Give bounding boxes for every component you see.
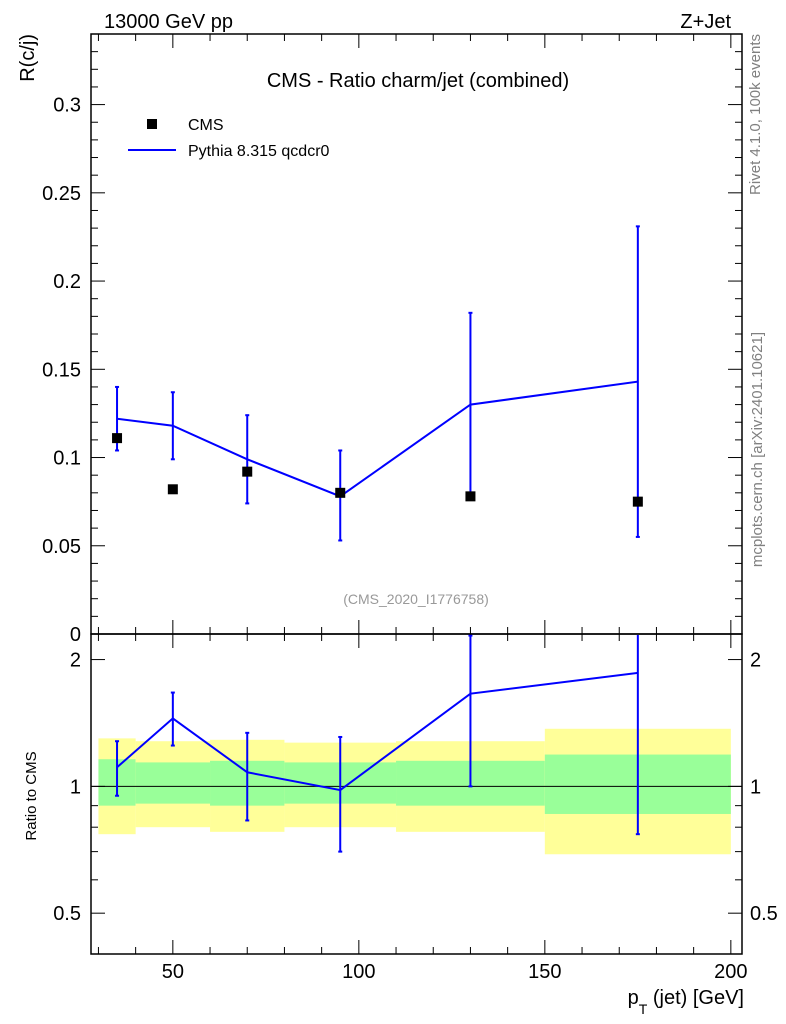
data-point bbox=[335, 487, 346, 498]
header-left: 13000 GeV pp bbox=[104, 11, 233, 33]
y-tick-label: 0.25 bbox=[42, 183, 81, 205]
analysis-watermark: (CMS_2020_I1776758) bbox=[343, 591, 489, 607]
legend-label-mc: Pythia 8.315 qcdcr0 bbox=[188, 143, 330, 160]
ratio-y-tick-label: 2 bbox=[70, 650, 81, 672]
ratio-marks bbox=[115, 634, 640, 853]
data-point bbox=[112, 433, 123, 444]
main-marks bbox=[112, 225, 643, 542]
mc-line bbox=[116, 380, 638, 498]
y-tick-label: 0.3 bbox=[53, 95, 81, 117]
rivet-label: Rivet 4.1.0, 100k events bbox=[747, 34, 764, 195]
source-label: mcplots.cern.ch [arXiv:2401.10621] bbox=[749, 332, 766, 567]
y-tick-label: 0.05 bbox=[42, 536, 81, 558]
ratio-y-tick-label-right: 1 bbox=[750, 776, 761, 798]
x-tick-labels: 50 100 150 200 bbox=[162, 961, 748, 983]
y-tick-label: 0.2 bbox=[53, 271, 81, 293]
x-axis-label-sub: T bbox=[639, 1001, 648, 1017]
y-tick-label: 0.15 bbox=[42, 359, 81, 381]
ratio-y-tick-label: 1 bbox=[70, 776, 81, 798]
ratio-mc-line bbox=[116, 671, 638, 792]
x-axis-label: pT (jet) [GeV] bbox=[628, 987, 744, 1017]
x-axis-label-main: p bbox=[628, 987, 639, 1009]
x-axis-label-rest: (jet) [GeV] bbox=[647, 987, 744, 1009]
data-point bbox=[465, 491, 476, 502]
main-ticks: 0 0.05 0.1 0.15 0.2 0.25 0.3 bbox=[42, 33, 742, 646]
y-tick-label: 0.1 bbox=[53, 448, 81, 470]
ratio-y-axis-label: Ratio to CMS bbox=[23, 751, 40, 840]
x-tick-label: 50 bbox=[162, 961, 184, 983]
data-point bbox=[167, 484, 178, 495]
data-point bbox=[242, 466, 253, 477]
ratio-frame bbox=[90, 633, 743, 955]
legend-marker-data bbox=[147, 119, 157, 129]
legend-label-data: CMS bbox=[188, 117, 224, 134]
uncertainty-band-inner bbox=[135, 762, 211, 804]
chart-title: CMS - Ratio charm/jet (combined) bbox=[267, 70, 569, 92]
header-right: Z+Jet bbox=[680, 11, 731, 33]
ratio-y-tick-label-right: 0.5 bbox=[750, 903, 778, 925]
y-tick-label: 0 bbox=[70, 624, 81, 646]
ratio-y-tick-label: 0.5 bbox=[53, 903, 81, 925]
x-tick-label: 200 bbox=[714, 961, 747, 983]
ratio-panel: 0.5 0.5 1 1 2 2 bbox=[53, 633, 778, 955]
x-tick-label: 150 bbox=[528, 961, 561, 983]
y-axis-label: R(c/j) bbox=[17, 34, 39, 82]
x-tick-label: 100 bbox=[342, 961, 375, 983]
ratio-y-tick-label-right: 2 bbox=[750, 650, 761, 672]
legend: CMS Pythia 8.315 qcdcr0 bbox=[128, 117, 330, 160]
ratio-bands bbox=[98, 728, 731, 855]
data-point bbox=[632, 496, 643, 507]
